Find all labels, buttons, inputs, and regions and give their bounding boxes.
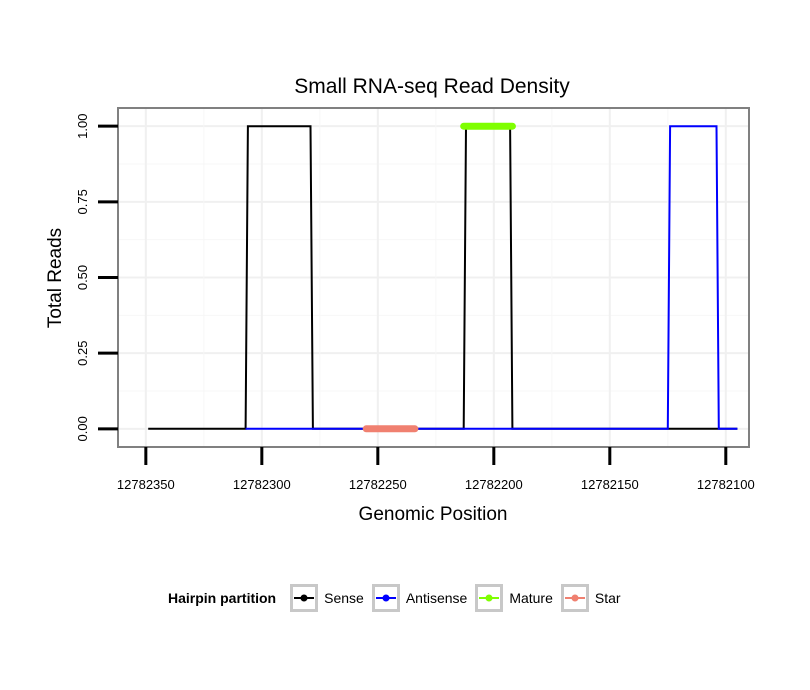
legend-key	[560, 584, 589, 612]
y-tick-label: 0.50	[75, 265, 90, 290]
legend-label: Antisense	[405, 590, 468, 606]
grid	[118, 108, 749, 447]
legend-item-mature: Mature	[475, 584, 553, 612]
legend-item-star: Star	[560, 584, 621, 612]
legend-label: Star	[594, 590, 621, 606]
y-tick-label: 0.00	[75, 416, 90, 441]
x-tick-label: 12782200	[465, 477, 523, 492]
y-tick-label: 1.00	[75, 114, 90, 139]
legend-label: Sense	[324, 590, 364, 606]
legend-item-antisense: Antisense	[371, 584, 468, 612]
x-axis-label: Genomic Position	[359, 504, 508, 525]
x-tick-label: 12782100	[697, 477, 755, 492]
y-tick-label: 0.25	[75, 341, 90, 366]
chart-title: Small RNA-seq Read Density	[294, 75, 570, 98]
y-axis: 0.00 0.25 0.50 0.75 1.00	[75, 114, 118, 441]
legend-title: Hairpin partition	[168, 590, 277, 606]
y-tick-label: 0.75	[75, 189, 90, 214]
x-tick-label: 12782350	[117, 477, 175, 492]
x-tick-label: 12782150	[581, 477, 639, 492]
legend-label: Mature	[509, 590, 553, 606]
legend: Hairpin partition Sense Antisense Mature St…	[168, 583, 629, 613]
x-axis: 12782350 12782300 12782250 12782200 12782150…	[117, 447, 755, 492]
legend-key	[475, 584, 504, 612]
x-tick-label: 12782250	[349, 477, 407, 492]
legend-items: Sense Antisense Mature Star	[290, 584, 628, 612]
x-tick-label: 12782300	[233, 477, 291, 492]
legend-key	[371, 584, 400, 612]
y-axis-label: Total Reads	[45, 228, 66, 328]
series-layer	[148, 122, 738, 433]
legend-item-sense: Sense	[290, 584, 364, 612]
legend-key	[290, 584, 319, 612]
